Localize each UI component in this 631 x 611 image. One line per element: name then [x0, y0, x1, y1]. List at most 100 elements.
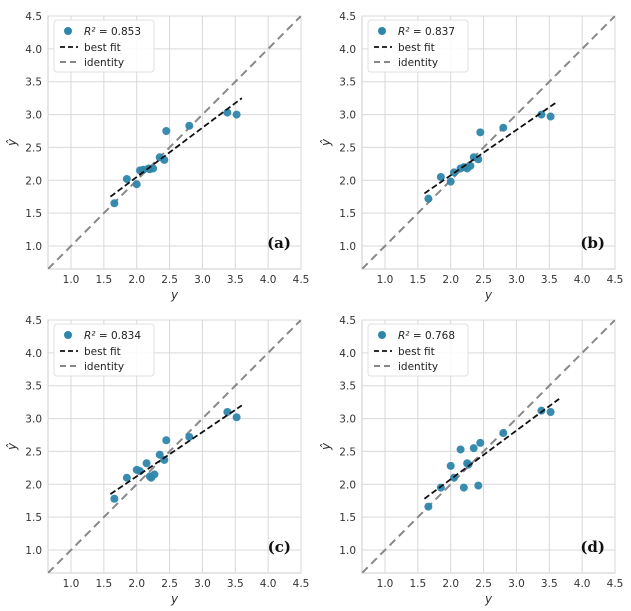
x-tick-label: 3.5 — [541, 578, 558, 590]
y-tick-label: 2.0 — [25, 479, 42, 491]
x-axis-label: y — [484, 288, 493, 302]
legend-identity-label: identity — [84, 361, 124, 373]
scatter-point — [459, 483, 468, 492]
scatter-point — [122, 174, 131, 183]
chart-panel-3: 1.0 1.5 2.0 2.5 3.0 3.5 4.0 4.5 1.0 1.5 2.0 2.5 3.0 3… — [5, 315, 309, 606]
y-tick-label: 4.5 — [339, 315, 356, 327]
x-tick-label: 1.0 — [63, 274, 80, 286]
y-tick-label: 4.0 — [25, 348, 42, 360]
scatter-point — [142, 459, 151, 468]
legend-identity-label: identity — [84, 57, 124, 69]
scatter-point — [162, 127, 171, 135]
x-tick-label: 3.0 — [194, 274, 211, 286]
scatter-point — [155, 450, 164, 459]
legend-frame — [367, 19, 469, 73]
scatter-point — [436, 173, 445, 181]
y-tick-label: 1.5 — [339, 512, 356, 524]
legend-best-fit-label: best fit — [398, 346, 435, 358]
plot-series — [48, 16, 301, 269]
x-tick-label: 3.5 — [227, 578, 244, 590]
legend-best-fit-label: best fit — [398, 42, 435, 54]
y-tick-label: 1.0 — [25, 241, 42, 253]
x-tick-label: 2.0 — [128, 274, 145, 286]
y-tick-label: 3.0 — [25, 414, 42, 426]
legend-r2-value: 0.853 — [111, 26, 141, 38]
scatter-point — [223, 408, 232, 416]
legend-identity-label: identity — [398, 361, 438, 373]
y-tick-label: 2.0 — [339, 175, 356, 187]
legend: R² = 0.837 best fit identity — [367, 19, 469, 73]
x-tick-label: 4.0 — [574, 578, 591, 590]
y-tick-label: 3.0 — [25, 110, 42, 122]
y-axis-label: ŷ — [319, 138, 333, 147]
legend-r2-prefix: R² = — [398, 330, 425, 342]
scatter-point — [537, 110, 546, 119]
x-tick-label: 1.5 — [410, 578, 427, 590]
scatter-point — [162, 436, 171, 445]
panel-label: (c) — [268, 538, 291, 556]
legend-frame — [53, 323, 155, 377]
x-axis-label: y — [170, 592, 179, 606]
scatter-point — [185, 432, 194, 441]
plot-series — [362, 320, 615, 573]
legend-r2-label: R² = 0.837 — [398, 26, 455, 38]
y-tick-label: 1.5 — [339, 208, 356, 220]
x-tick-label: 2.5 — [475, 578, 492, 590]
scatter-point — [132, 180, 141, 189]
scatter-point — [474, 481, 483, 490]
y-tick-label: 1.5 — [25, 512, 42, 524]
y-axis-label: ŷ — [5, 138, 19, 147]
legend: R² = 0.834 best fit identity — [53, 323, 155, 377]
x-tick-label: 1.0 — [63, 578, 80, 590]
legend-r2-prefix: R² = — [398, 26, 425, 38]
legend-r2-prefix: R² = — [84, 26, 111, 38]
scatter-point — [464, 460, 473, 469]
x-tick-label: 4.0 — [260, 274, 277, 286]
x-tick-label: 4.0 — [574, 274, 591, 286]
y-tick-label: 4.5 — [25, 315, 42, 327]
scatter-point — [136, 467, 144, 476]
chart-panel-4: 1.0 1.5 2.0 2.5 3.0 3.5 4.0 4.5 1.0 1.5 2.0 2.5 3.0 3… — [319, 315, 623, 606]
legend-frame — [367, 323, 469, 377]
scatter-point — [122, 473, 131, 482]
y-tick-label: 2.5 — [25, 142, 42, 154]
identity-line — [48, 320, 301, 573]
legend-marker-icon — [378, 27, 386, 35]
plot-series — [48, 320, 301, 573]
panel-label: (b) — [580, 234, 605, 252]
scatter-point — [232, 413, 241, 422]
y-tick-label: 3.0 — [339, 110, 356, 122]
y-axis-label: ŷ — [319, 442, 333, 451]
scatter-point — [546, 112, 555, 121]
y-tick-label: 1.0 — [339, 241, 356, 253]
scatter-point — [110, 494, 119, 503]
y-tick-label: 4.0 — [25, 44, 42, 56]
legend-marker-icon — [64, 27, 72, 35]
x-tick-label: 2.0 — [442, 578, 459, 590]
x-tick-label: 4.5 — [293, 578, 310, 590]
y-tick-label: 3.5 — [339, 381, 356, 393]
y-tick-label: 1.0 — [339, 545, 356, 557]
x-tick-label: 1.0 — [377, 578, 394, 590]
x-axis-label: y — [484, 592, 493, 606]
legend-best-fit-label: best fit — [84, 346, 121, 358]
x-tick-label: 3.5 — [227, 274, 244, 286]
x-tick-label: 2.5 — [161, 274, 178, 286]
y-tick-label: 2.5 — [339, 446, 356, 458]
x-tick-label: 3.0 — [508, 274, 525, 286]
scatter-point — [456, 445, 465, 454]
legend-marker-icon — [378, 331, 386, 339]
panel-label: (d) — [580, 538, 605, 556]
scatter-point — [476, 438, 485, 447]
x-tick-label: 4.0 — [260, 578, 277, 590]
y-tick-label: 1.5 — [25, 208, 42, 220]
y-tick-label: 4.0 — [339, 44, 356, 56]
scatter-point — [150, 470, 159, 479]
legend-r2-value: 0.768 — [425, 330, 455, 342]
x-tick-label: 4.5 — [607, 578, 624, 590]
x-tick-label: 2.5 — [475, 274, 492, 286]
x-tick-label: 4.5 — [293, 274, 310, 286]
x-tick-label: 1.0 — [377, 274, 394, 286]
x-tick-label: 2.0 — [442, 274, 459, 286]
